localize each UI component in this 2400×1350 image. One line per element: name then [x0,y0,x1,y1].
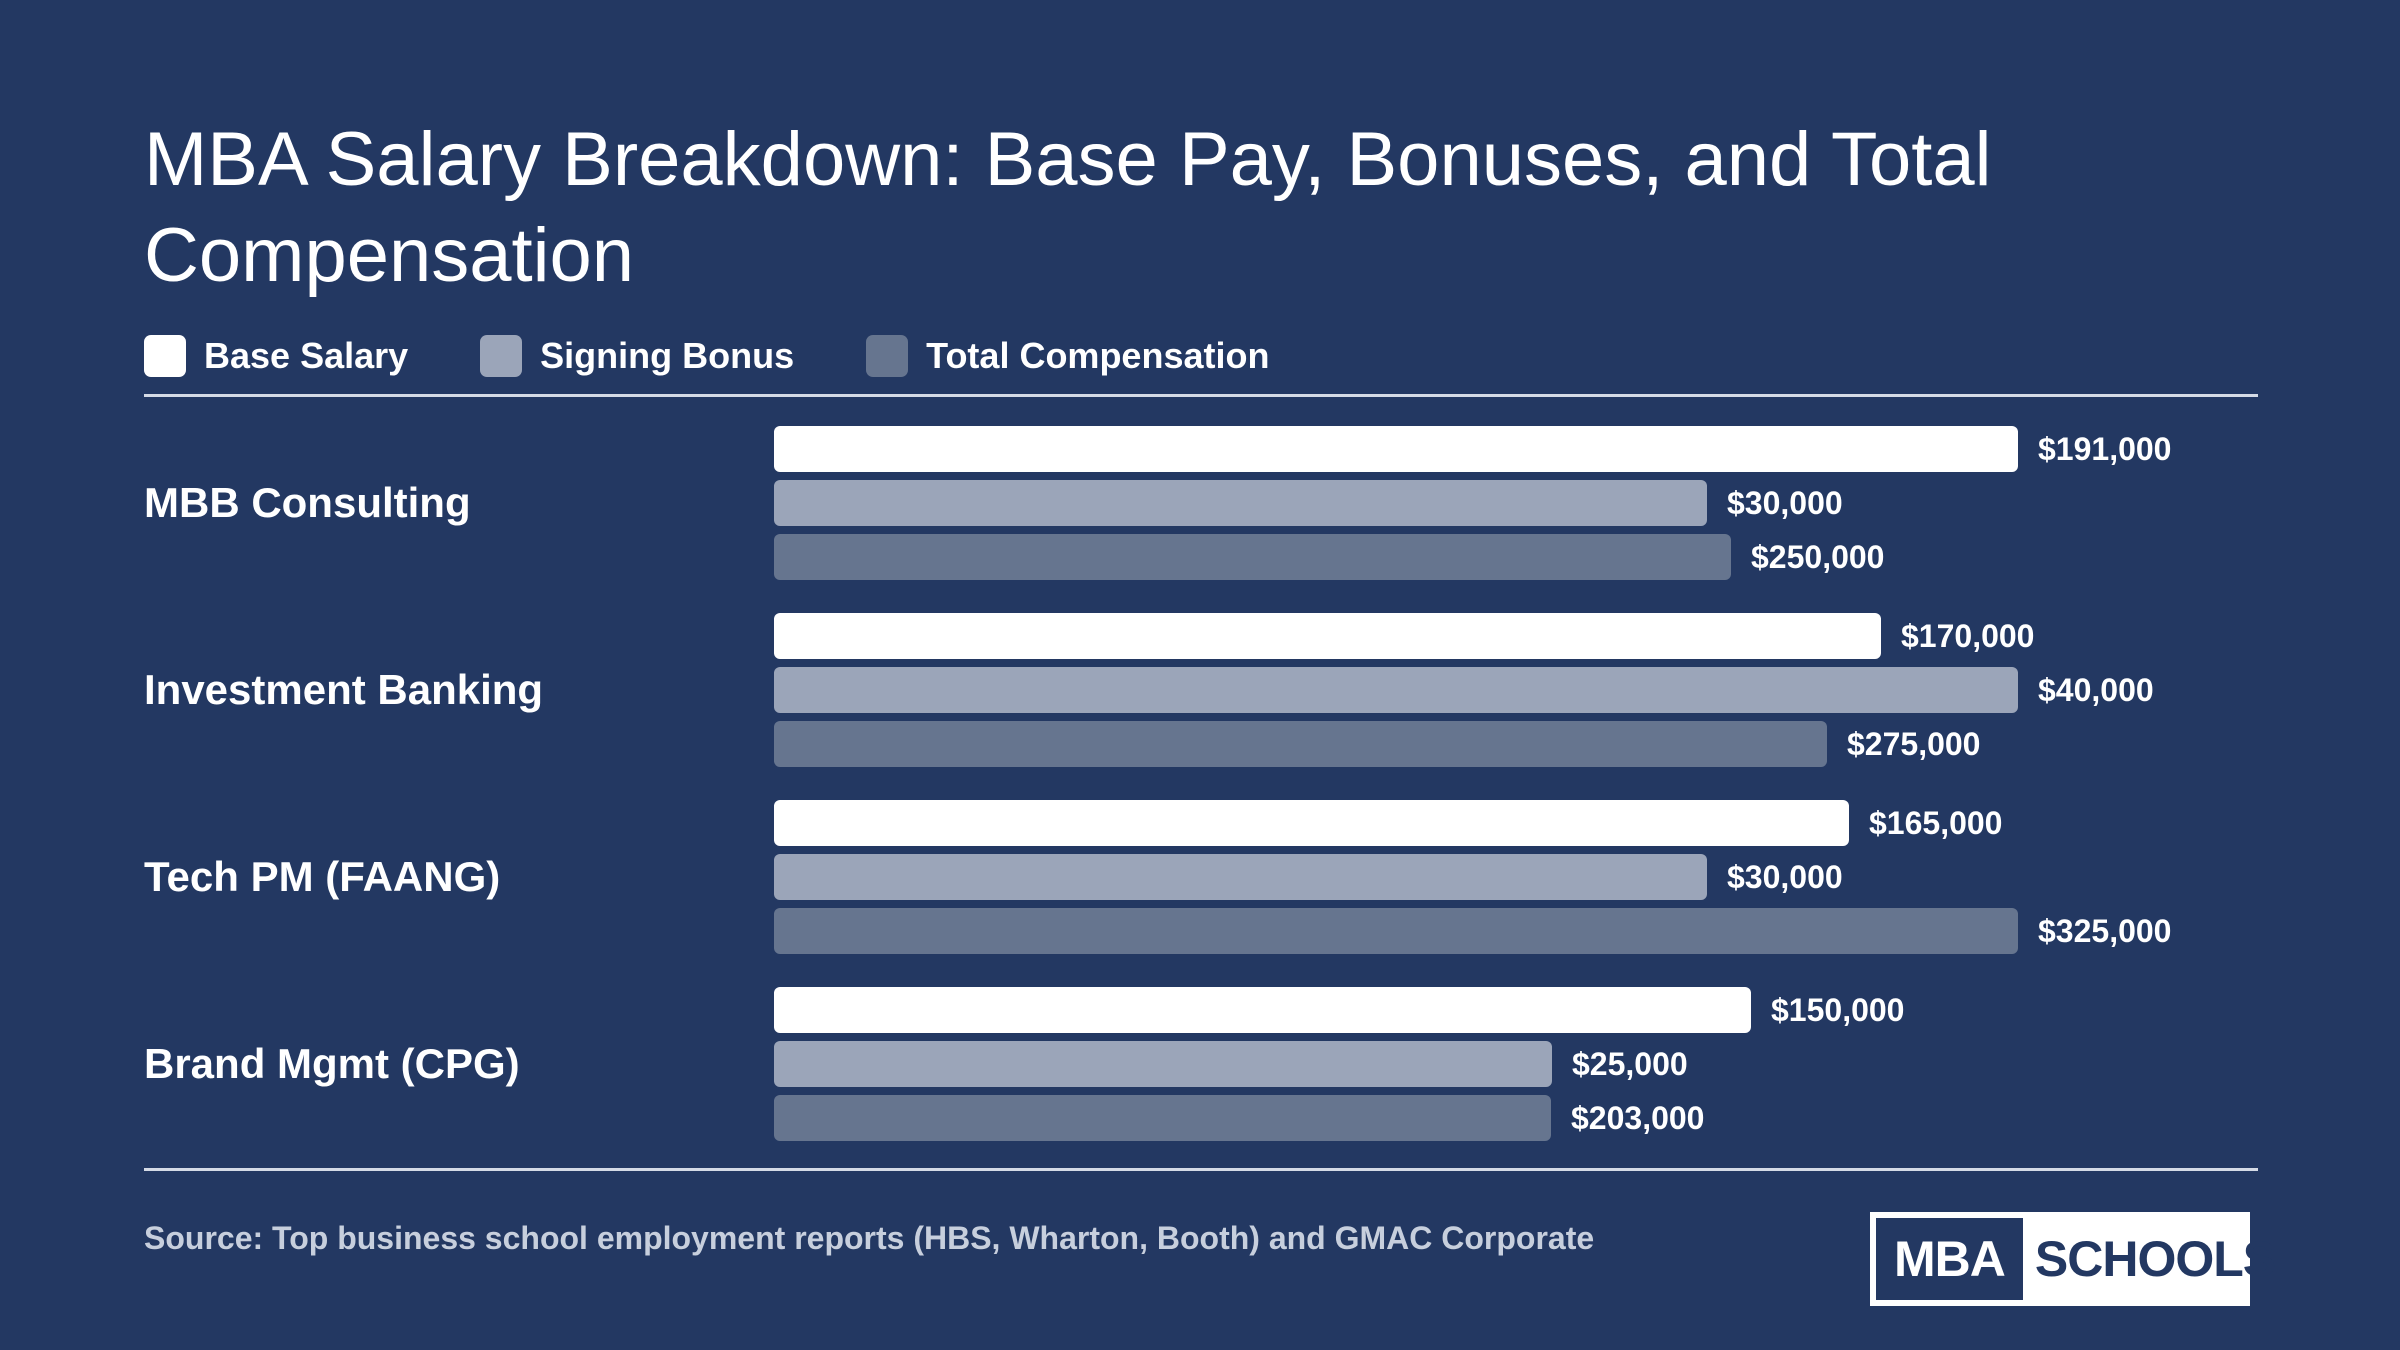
logo-schools-text: SCHOOLS [2034,1231,2276,1287]
bar-signing-bonus-brand-mgmt-cpg [774,1041,1552,1087]
value-label-signing-bonus-mbb-consulting: $30,000 [1727,485,1843,521]
category-label-brand-mgmt-cpg: Brand Mgmt (CPG) [144,1040,520,1087]
value-label-signing-bonus-tech-pm-faang: $30,000 [1727,859,1843,895]
value-label-base-salary-tech-pm-faang: $165,000 [1869,805,2003,841]
value-label-base-salary-brand-mgmt-cpg: $150,000 [1771,992,1905,1028]
bottom-divider [144,1168,2258,1171]
bar-total-compensation-investment-banking [774,721,1827,767]
legend: Base Salary Signing Bonus Total Compensa… [144,334,1341,378]
value-label-total-compensation-investment-banking: $275,000 [1847,726,1981,762]
bar-signing-bonus-mbb-consulting [774,480,1707,526]
legend-item-signing-bonus: Signing Bonus [480,335,794,377]
value-label-total-compensation-mbb-consulting: $250,000 [1751,539,1885,575]
bar-total-compensation-tech-pm-faang [774,908,2018,954]
bar-base-salary-brand-mgmt-cpg [774,987,1751,1033]
legend-label-base-salary: Base Salary [204,335,409,376]
top-divider [144,394,2258,397]
legend-swatch-signing-bonus [480,335,523,377]
category-label-tech-pm-faang: Tech PM (FAANG) [144,853,501,900]
value-label-total-compensation-brand-mgmt-cpg: $203,000 [1571,1100,1705,1136]
chart-title: MBA Salary Breakdown: Base Pay, Bonuses,… [144,117,1992,298]
value-label-base-salary-investment-banking: $170,000 [1901,618,2035,654]
legend-label-signing-bonus: Signing Bonus [540,335,795,376]
value-label-signing-bonus-investment-banking: $40,000 [2038,672,2154,708]
bar-base-salary-mbb-consulting [774,426,2018,472]
bar-signing-bonus-investment-banking [774,667,2018,713]
value-label-base-salary-mbb-consulting: $191,000 [2038,431,2172,467]
bar-total-compensation-mbb-consulting [774,534,1731,580]
bar-signing-bonus-tech-pm-faang [774,854,1707,900]
value-label-total-compensation-tech-pm-faang: $325,000 [2038,913,2172,949]
value-label-signing-bonus-brand-mgmt-cpg: $25,000 [1572,1046,1688,1082]
bar-base-salary-investment-banking [774,613,1881,659]
category-label-investment-banking: Investment Banking [144,666,544,713]
legend-item-total-compensation: Total Compensation [866,335,1269,377]
legend-item-base-salary: Base Salary [144,335,408,377]
mba-schools-logo: MBA SCHOOLS [1870,1212,2276,1306]
logo-mba-text: MBA [1876,1218,2023,1300]
legend-label-total-compensation: Total Compensation [926,335,1270,376]
category-label-mbb-consulting: MBB Consulting [144,479,471,526]
bar-base-salary-tech-pm-faang [774,800,1849,846]
bar-total-compensation-brand-mgmt-cpg [774,1095,1551,1141]
legend-swatch-total-compensation [866,335,909,377]
legend-swatch-base-salary [144,335,186,377]
source-note: Source: Top business school employment r… [144,1220,1595,1256]
